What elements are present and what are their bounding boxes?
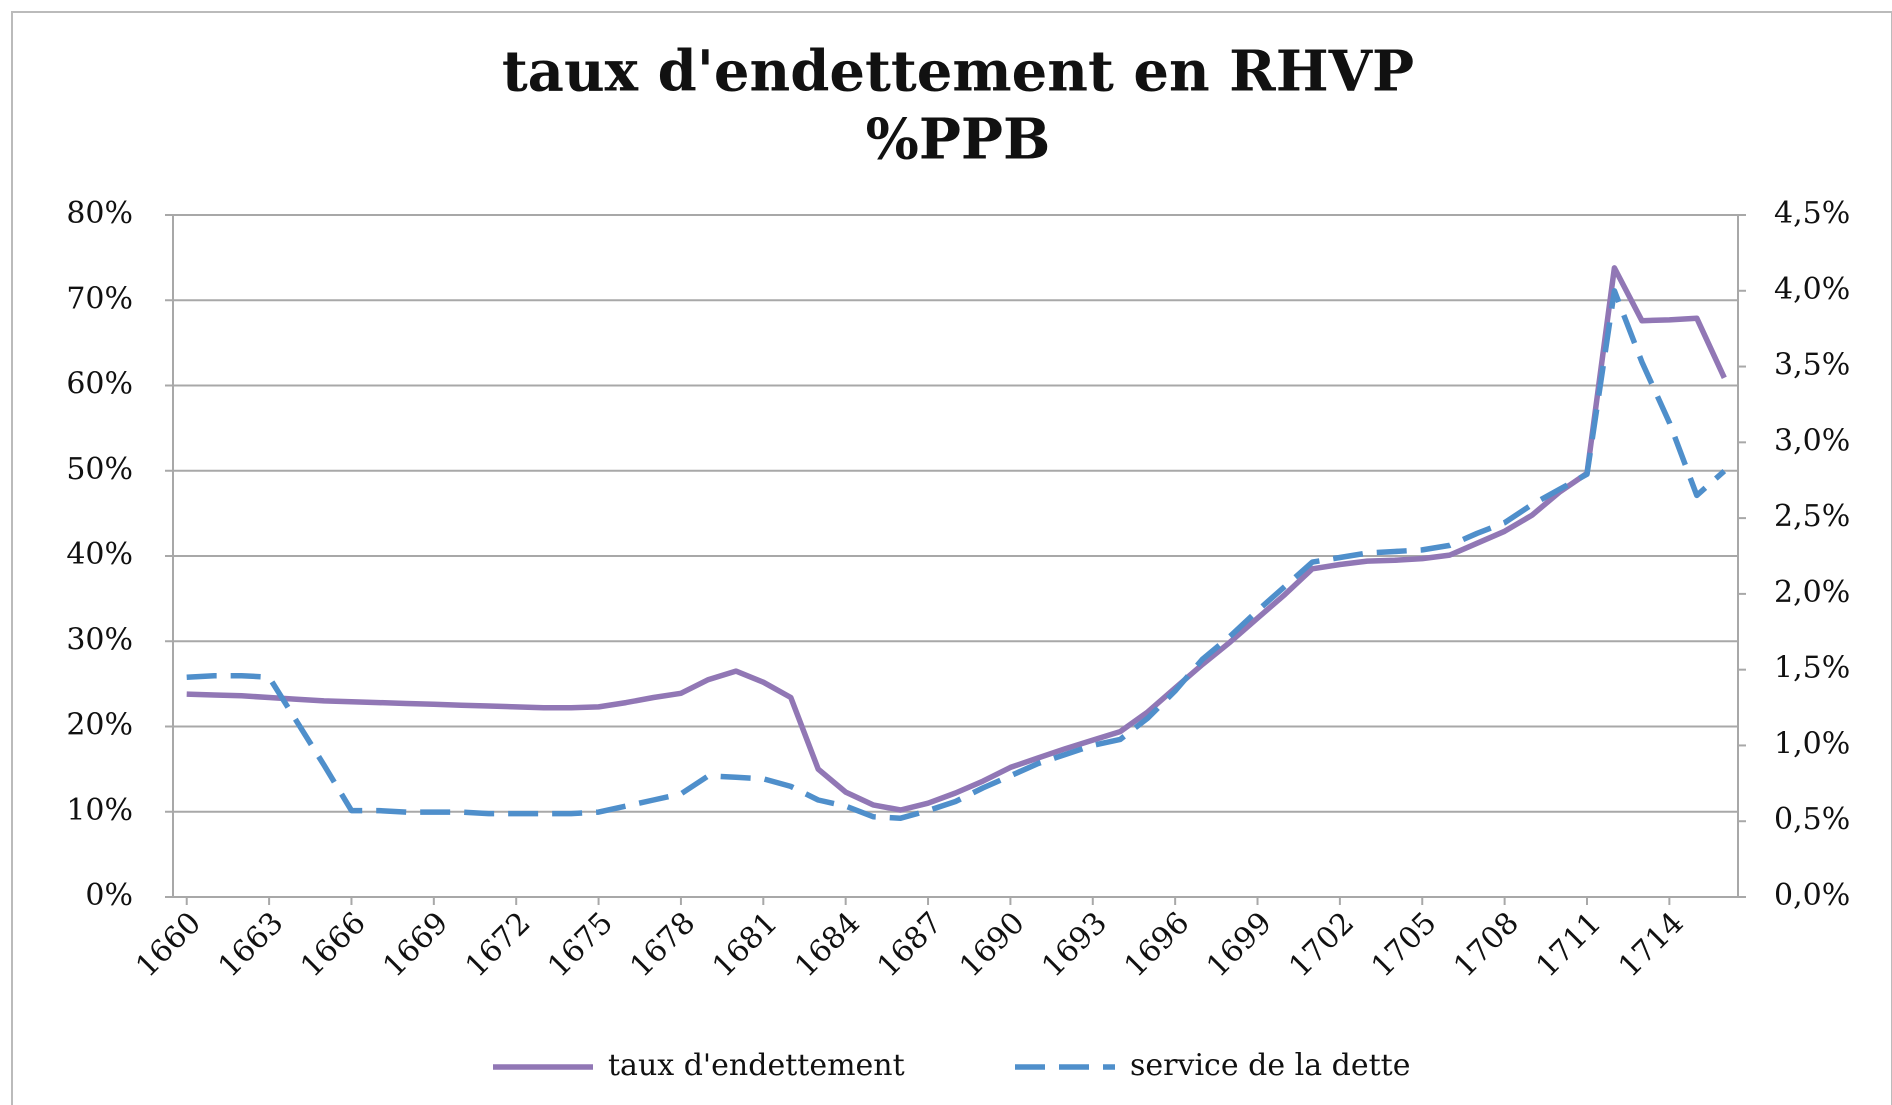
y2-tick-label: 3,5% <box>1774 348 1850 383</box>
y2-tick-label: 2,0% <box>1774 575 1850 610</box>
y2-tick-label: 4,0% <box>1774 272 1850 307</box>
y2-tick-label: 0,5% <box>1774 802 1850 837</box>
y-tick-label: 80% <box>66 196 133 231</box>
series-line <box>186 265 1727 813</box>
y-tick-label: 30% <box>66 622 133 657</box>
legend-label: service de la dette <box>1130 1048 1410 1083</box>
chart-frame <box>11 11 1892 1105</box>
y-tick-label: 0% <box>85 878 133 913</box>
y2-tick-label: 1,0% <box>1774 726 1850 761</box>
y-tick-label: 40% <box>66 537 133 572</box>
y2-tick-label: 2,5% <box>1774 499 1850 534</box>
y-tick-label: 70% <box>66 281 133 316</box>
chart-subtitle: %PPB <box>866 107 1051 173</box>
y2-tick-label: 4,5% <box>1774 196 1850 231</box>
y-tick-label: 20% <box>66 708 133 743</box>
series-line <box>186 288 1727 821</box>
legend-label: taux d'endettement <box>608 1048 905 1083</box>
y-tick-label: 10% <box>66 793 133 828</box>
y2-tick-label: 1,5% <box>1774 651 1850 686</box>
chart-title: taux d'endettement en RHVP <box>502 39 1414 105</box>
y-tick-label: 50% <box>66 452 133 487</box>
y2-tick-label: 0,0% <box>1774 878 1850 913</box>
y2-tick-label: 3,0% <box>1774 423 1850 458</box>
y-tick-label: 60% <box>66 367 133 402</box>
